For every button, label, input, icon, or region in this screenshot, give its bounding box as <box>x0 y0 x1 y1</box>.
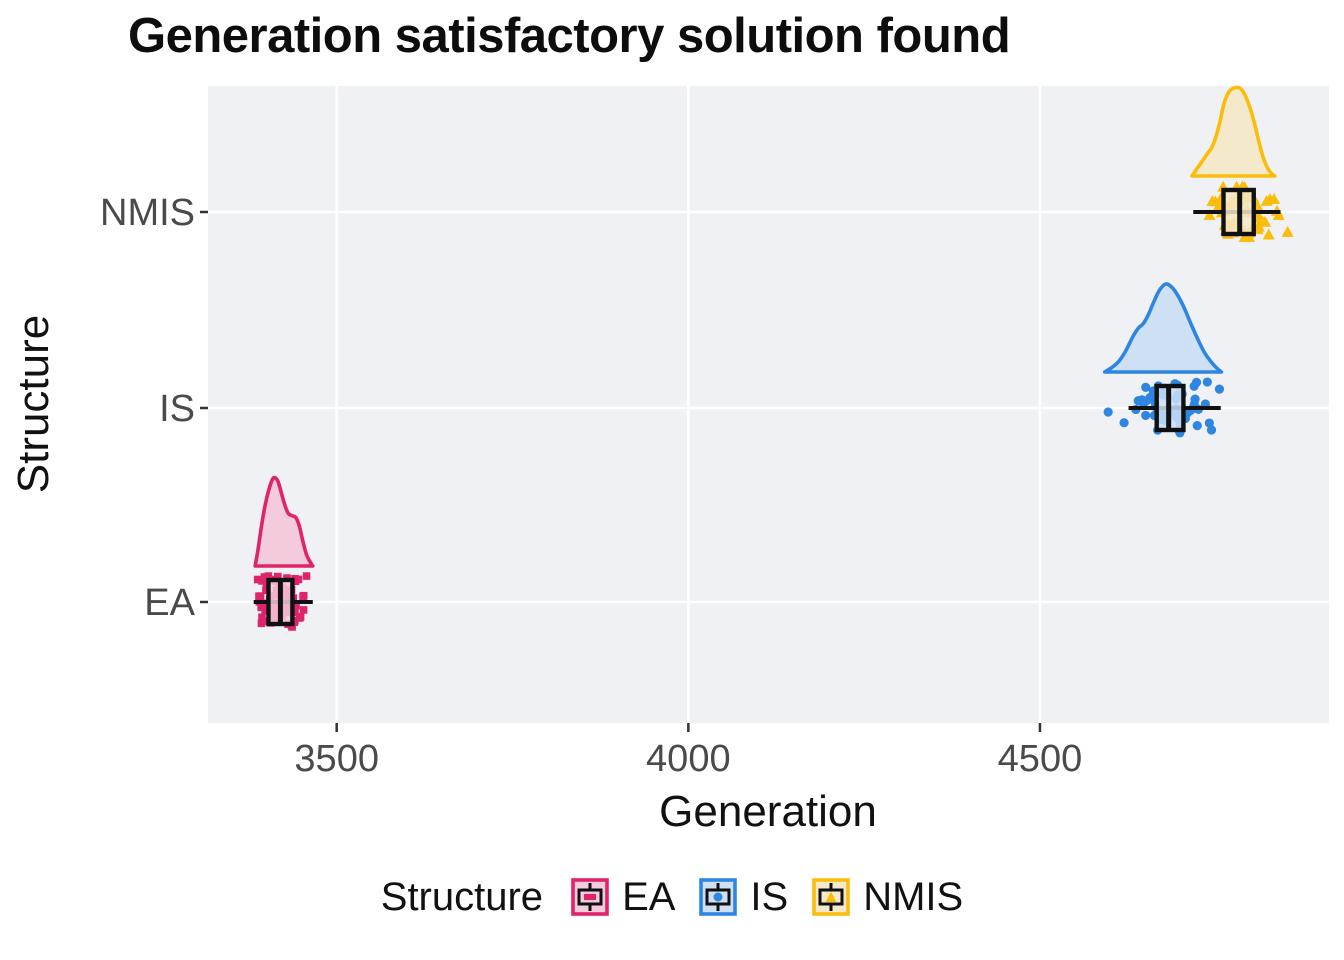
point-circle <box>1202 377 1212 387</box>
point-circle <box>1141 382 1151 392</box>
point-square <box>257 619 266 628</box>
point-triangle <box>1281 225 1294 237</box>
point-circle <box>1214 384 1225 394</box>
legend-key-ea-boxplot-icon <box>571 878 609 916</box>
point-circle <box>1191 377 1202 387</box>
y-tick-label: IS <box>159 388 195 430</box>
legend-label-nmis: NMIS <box>863 874 964 919</box>
key-box <box>577 888 603 906</box>
point-square <box>258 613 266 622</box>
point-square <box>299 592 307 601</box>
legend: Structure EA IS NMIS <box>0 866 1344 928</box>
point-square <box>262 586 270 595</box>
point-square <box>261 607 269 615</box>
x-axis-title: Generation <box>659 787 877 836</box>
point-square <box>291 577 300 586</box>
point-square <box>291 616 299 625</box>
point-square <box>292 601 300 610</box>
point-circle <box>1103 407 1113 417</box>
legend-key-is-boxplot-icon <box>699 878 738 916</box>
point-circle <box>1141 410 1151 421</box>
point-triangle <box>1259 215 1272 227</box>
point-triangle <box>1272 208 1285 220</box>
y-tick-label: EA <box>144 582 195 624</box>
point-triangle <box>1253 211 1266 223</box>
y-axis-title: Structure <box>9 314 58 494</box>
legend-label-is: IS <box>750 874 789 919</box>
y-tick-label: NMIS <box>100 192 195 234</box>
point-circle <box>1206 425 1217 435</box>
point-square <box>302 572 311 580</box>
point-square <box>273 572 282 581</box>
legend-item-ea: EA <box>571 875 675 920</box>
half-violin-nmis <box>1190 85 1277 178</box>
half-violin-is <box>1102 282 1224 374</box>
chart-title: Generation satisfactory solution found <box>128 9 1011 63</box>
legend-key-nmis-boxplot-icon <box>812 878 851 916</box>
legend-item-is: IS <box>699 875 788 920</box>
point-triangle <box>1268 193 1281 205</box>
series-ea <box>253 475 315 631</box>
point-triangle <box>1262 228 1275 240</box>
point-circle <box>1119 418 1129 428</box>
key-box <box>705 888 731 906</box>
point-square <box>258 577 266 585</box>
series-nmis <box>1190 85 1294 242</box>
key-box <box>818 888 844 906</box>
point-square <box>253 575 262 584</box>
legend-label-ea: EA <box>622 874 676 919</box>
half-violin-ea <box>253 475 315 568</box>
series-is <box>1102 282 1225 438</box>
point-circle <box>1136 395 1146 405</box>
point-square <box>256 592 265 600</box>
point-square <box>257 603 265 612</box>
x-tick-label: 4000 <box>646 738 731 780</box>
legend-title: Structure <box>380 874 544 919</box>
legend-item-nmis: NMIS <box>812 875 963 920</box>
key-marker-triangle <box>825 891 837 902</box>
key-marker-square <box>584 894 597 900</box>
x-tick-label: 4500 <box>998 738 1083 780</box>
x-tick-label: 3500 <box>294 738 379 780</box>
point-square <box>299 606 308 614</box>
point-square <box>295 614 304 622</box>
key-marker-circle <box>713 892 723 902</box>
point-circle <box>1192 420 1202 431</box>
point-triangle <box>1203 208 1216 220</box>
